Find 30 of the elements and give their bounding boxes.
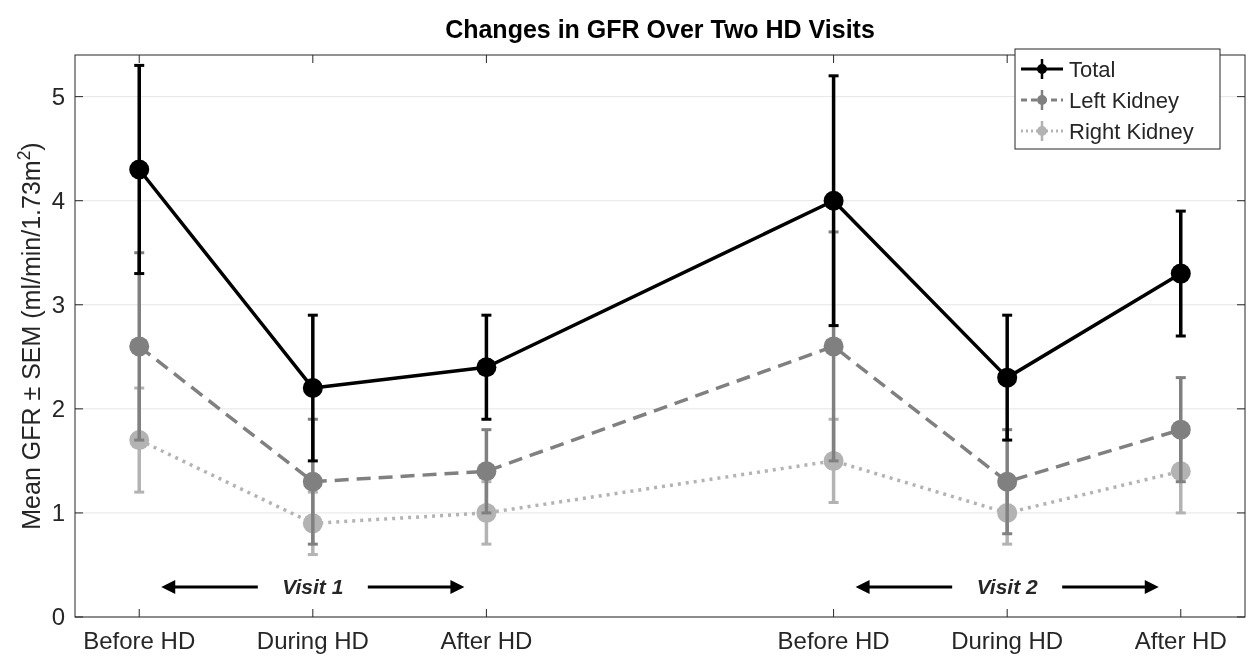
- annotation: Visit 2: [976, 575, 1039, 599]
- y-tick-label: 2: [51, 395, 65, 423]
- y-tick-label: 4: [51, 187, 65, 215]
- point: [997, 367, 1018, 388]
- annotation: Visit 1: [282, 575, 344, 599]
- x-tick-label: After HD: [1134, 627, 1227, 654]
- legend-label: Right Kidney: [1069, 118, 1194, 144]
- y-tick-label: 0: [51, 603, 65, 631]
- x-tick-label: During HD: [951, 627, 1064, 654]
- legend-label: Total: [1069, 56, 1116, 82]
- x-tick-label: During HD: [256, 627, 369, 654]
- point: [476, 461, 497, 482]
- point: [823, 336, 844, 357]
- y-tick-label: 5: [51, 83, 65, 111]
- point: [476, 357, 497, 378]
- legend-label: Left Kidney: [1069, 87, 1180, 113]
- x-tick-label: Before HD: [777, 627, 890, 654]
- point: [302, 378, 323, 399]
- point: [1170, 419, 1191, 440]
- point: [1170, 263, 1191, 284]
- point: [302, 471, 323, 492]
- x-tick-label: After HD: [440, 627, 533, 654]
- chart-title: Changes in GFR Over Two HD Visits: [445, 15, 875, 43]
- point: [997, 471, 1018, 492]
- x-tick-label: Before HD: [83, 627, 196, 654]
- y-tick-label: 1: [51, 499, 65, 527]
- y-tick-label: 3: [51, 291, 65, 319]
- point: [823, 190, 844, 211]
- point: [129, 159, 150, 180]
- point: [129, 336, 150, 357]
